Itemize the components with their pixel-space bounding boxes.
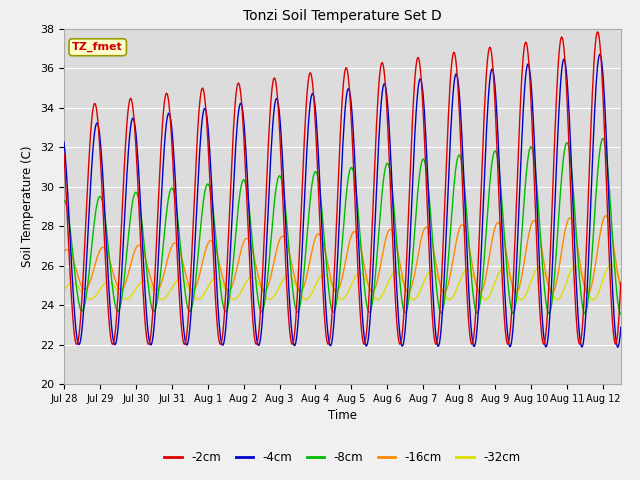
Text: TZ_fmet: TZ_fmet bbox=[72, 42, 123, 52]
X-axis label: Time: Time bbox=[328, 409, 357, 422]
Title: Tonzi Soil Temperature Set D: Tonzi Soil Temperature Set D bbox=[243, 10, 442, 24]
Legend: -2cm, -4cm, -8cm, -16cm, -32cm: -2cm, -4cm, -8cm, -16cm, -32cm bbox=[160, 447, 525, 469]
Y-axis label: Soil Temperature (C): Soil Temperature (C) bbox=[22, 145, 35, 267]
